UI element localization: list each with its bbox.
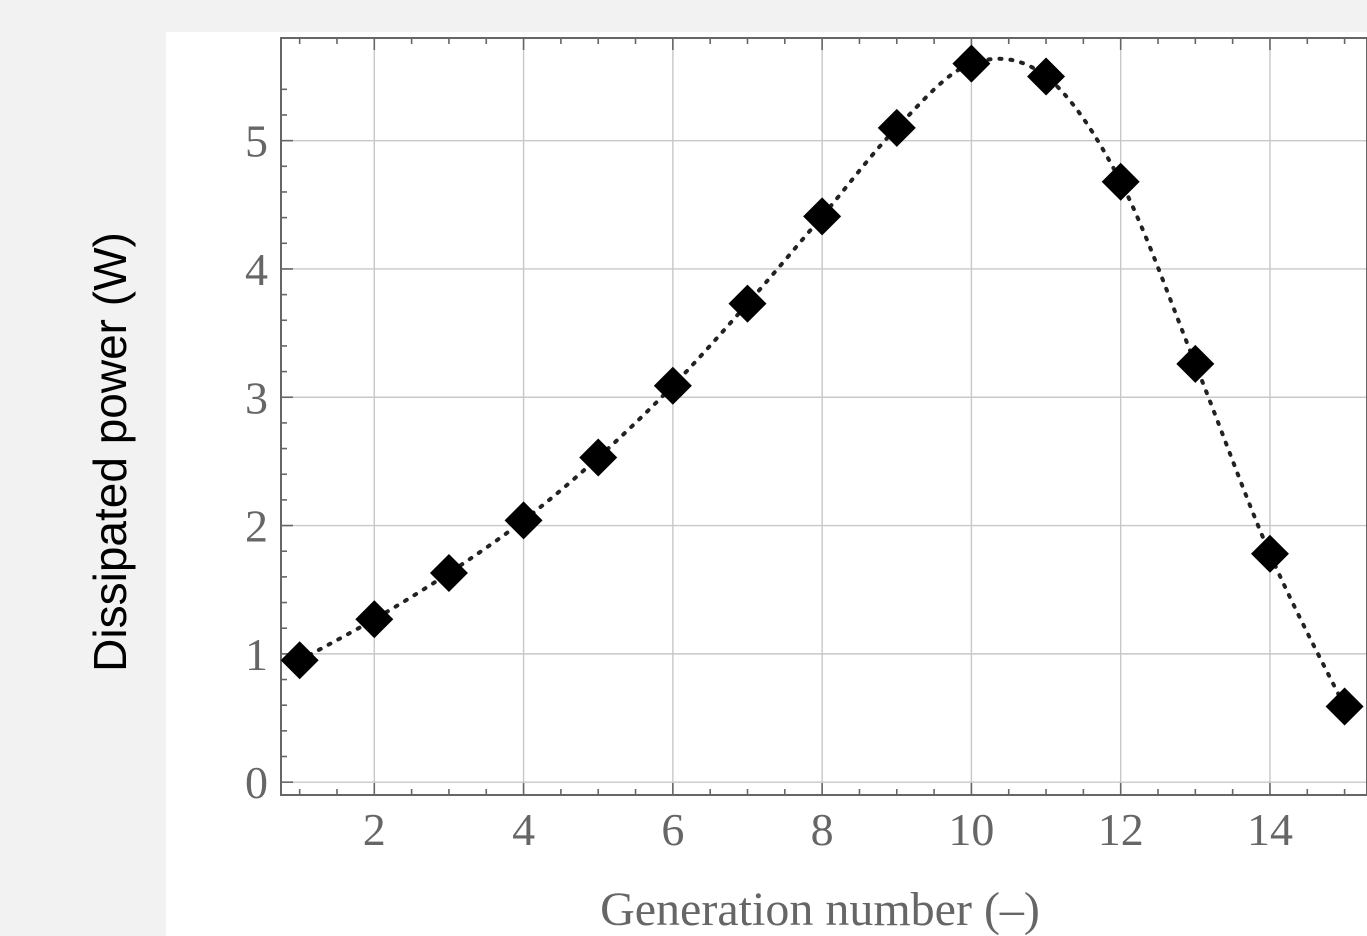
x-tick-label: 4 bbox=[512, 804, 535, 855]
data-point-marker bbox=[952, 44, 991, 83]
data-point-marker bbox=[429, 554, 468, 593]
data-point-marker bbox=[504, 501, 543, 540]
y-tick-label: 5 bbox=[245, 116, 268, 167]
x-tick-label: 14 bbox=[1247, 804, 1293, 855]
y-tick-label: 4 bbox=[245, 244, 268, 295]
data-point-marker bbox=[1176, 344, 1215, 383]
x-axis-label: Generation number (–) bbox=[600, 883, 1040, 936]
data-point-marker bbox=[728, 284, 767, 323]
x-tick-label: 2 bbox=[363, 804, 386, 855]
y-axis-label: Dissipated power (W) bbox=[84, 232, 136, 672]
chart-panel bbox=[166, 32, 1367, 936]
plot-frame bbox=[280, 37, 1367, 796]
y-tick-label: 3 bbox=[245, 372, 268, 423]
data-point-marker bbox=[877, 108, 916, 147]
x-tick-label: 8 bbox=[811, 804, 834, 855]
data-point-marker bbox=[1325, 687, 1364, 726]
y-tick-label: 2 bbox=[245, 501, 268, 552]
x-tick-label: 12 bbox=[1098, 804, 1144, 855]
data-point-marker bbox=[803, 197, 842, 236]
x-tick-label: 10 bbox=[948, 804, 994, 855]
data-point-marker bbox=[579, 438, 618, 477]
data-point-marker bbox=[1027, 57, 1066, 96]
data-point-marker bbox=[280, 641, 319, 680]
data-point-marker bbox=[653, 366, 692, 405]
data-point-marker bbox=[1101, 162, 1140, 201]
y-tick-label: 0 bbox=[245, 757, 268, 808]
x-tick-label: 6 bbox=[661, 804, 684, 855]
markers bbox=[280, 44, 1364, 726]
data-point-marker bbox=[355, 600, 394, 639]
y-tick-label: 1 bbox=[245, 629, 268, 680]
data-point-marker bbox=[1250, 534, 1289, 573]
